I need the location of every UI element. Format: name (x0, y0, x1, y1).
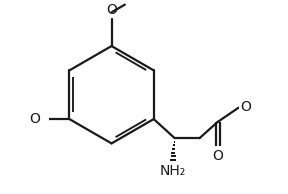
Text: O: O (212, 149, 223, 163)
Text: O: O (240, 100, 251, 114)
Text: O: O (106, 3, 117, 17)
Text: O: O (29, 112, 40, 126)
Text: NH₂: NH₂ (160, 164, 186, 178)
